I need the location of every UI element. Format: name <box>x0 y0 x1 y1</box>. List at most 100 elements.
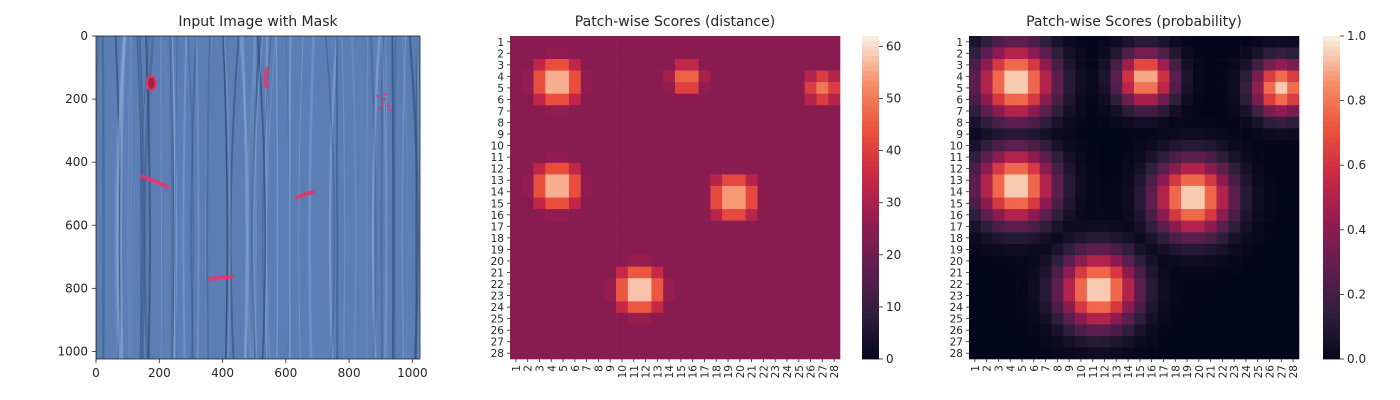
distance-cell <box>675 197 688 210</box>
probability-cell <box>1004 289 1017 302</box>
distance-cell <box>521 70 534 83</box>
distance-cell <box>616 324 629 337</box>
distance-cell <box>521 139 534 152</box>
probability-cell <box>1287 174 1300 187</box>
distance-cell <box>568 220 582 233</box>
grain-streak <box>136 36 142 359</box>
distance-cell <box>580 185 593 198</box>
probability-cell <box>1181 289 1194 302</box>
probability-colorbar-segment <box>1323 141 1340 148</box>
distance-cell <box>722 93 735 106</box>
probability-cell <box>1228 289 1241 302</box>
distance-cell <box>510 116 523 129</box>
distance-cell <box>533 347 546 360</box>
distance-colorbar-tick-label: 50 <box>886 92 901 106</box>
distance-cell <box>722 312 735 325</box>
probability-cell <box>1240 324 1253 337</box>
distance-cell <box>828 93 841 106</box>
distance-colorbar-segment <box>862 91 879 97</box>
probability-cell <box>1216 289 1229 302</box>
distance-cell <box>592 70 605 83</box>
defect-mask-3 <box>139 174 170 189</box>
distance-cell <box>769 220 782 233</box>
distance-cell <box>698 93 711 106</box>
probability-cell <box>1145 220 1158 233</box>
probability-cell <box>1192 232 1206 244</box>
probability-cell <box>1192 347 1206 360</box>
distance-cell <box>733 128 747 141</box>
distance-cell <box>686 59 699 71</box>
probability-cell <box>992 151 1005 164</box>
distance-colorbar-segment <box>862 333 879 340</box>
distance-cell <box>698 324 711 337</box>
distance-cell <box>769 59 782 71</box>
distance-cell <box>639 312 652 325</box>
distance-cell <box>568 59 582 71</box>
distance-cell <box>675 312 688 325</box>
probability-cell <box>1216 93 1229 106</box>
distance-colorbar-segment <box>862 212 879 219</box>
distance-cell <box>580 197 593 210</box>
probability-cell <box>1098 59 1111 71</box>
distance-cell <box>781 105 794 118</box>
distance-x-tick-label: 3 <box>534 365 546 372</box>
distance-cell <box>792 139 805 152</box>
probability-cell <box>1169 243 1182 256</box>
probability-cell <box>1086 232 1099 244</box>
distance-cell <box>592 185 605 198</box>
distance-cell <box>616 105 629 118</box>
probability-cell <box>1228 162 1241 175</box>
grain-streak <box>328 36 338 359</box>
probability-cell <box>969 174 982 187</box>
distance-cell <box>828 266 841 279</box>
probability-cell <box>992 59 1005 71</box>
distance-cell <box>781 301 794 314</box>
probability-cell <box>1075 209 1088 221</box>
distance-cell <box>745 335 758 348</box>
distance-x-tick-label: 28 <box>829 365 841 378</box>
probability-cell <box>1039 139 1052 152</box>
distance-cell <box>663 335 676 348</box>
distance-cell <box>722 185 735 198</box>
probability-cell <box>1086 266 1099 279</box>
grain-streak <box>308 36 316 359</box>
distance-cell <box>639 105 652 118</box>
probability-cell <box>1240 232 1253 244</box>
distance-cell <box>604 47 617 60</box>
probability-x-tick-label: 11 <box>1088 365 1100 378</box>
distance-x-tick-label: 8 <box>593 365 605 372</box>
probability-cell <box>1157 93 1170 106</box>
probability-cell <box>1251 255 1264 268</box>
distance-cell <box>828 197 841 210</box>
distance-cell <box>510 70 523 83</box>
probability-cell <box>1063 278 1076 291</box>
distance-cell <box>616 116 629 129</box>
grain-streak <box>256 36 267 359</box>
probability-cell <box>1075 312 1088 325</box>
probability-cell <box>1192 128 1206 141</box>
probability-cell <box>1122 59 1135 71</box>
distance-cell <box>675 59 688 71</box>
probability-y-tick-label: 20 <box>950 256 963 268</box>
probability-cell <box>1287 47 1300 60</box>
probability-cell <box>1192 209 1206 221</box>
distance-cell <box>816 162 829 175</box>
probability-cell <box>1263 347 1276 360</box>
probability-cell <box>1240 128 1253 141</box>
distance-colorbar-segment <box>862 106 879 113</box>
distance-cell <box>686 47 699 60</box>
distance-cell <box>580 174 593 187</box>
probability-cell <box>1098 232 1111 244</box>
distance-cell <box>580 266 593 279</box>
probability-cell <box>992 232 1005 244</box>
distance-cell <box>545 266 558 279</box>
probability-cell <box>1228 255 1241 268</box>
distance-cell <box>557 278 570 291</box>
distance-cell <box>733 289 747 302</box>
probability-cell <box>1287 82 1300 94</box>
distance-cell <box>792 209 805 221</box>
probability-cell <box>969 278 982 291</box>
probability-cell <box>1275 128 1288 141</box>
probability-cell <box>1145 151 1158 164</box>
distance-cell <box>722 59 735 71</box>
